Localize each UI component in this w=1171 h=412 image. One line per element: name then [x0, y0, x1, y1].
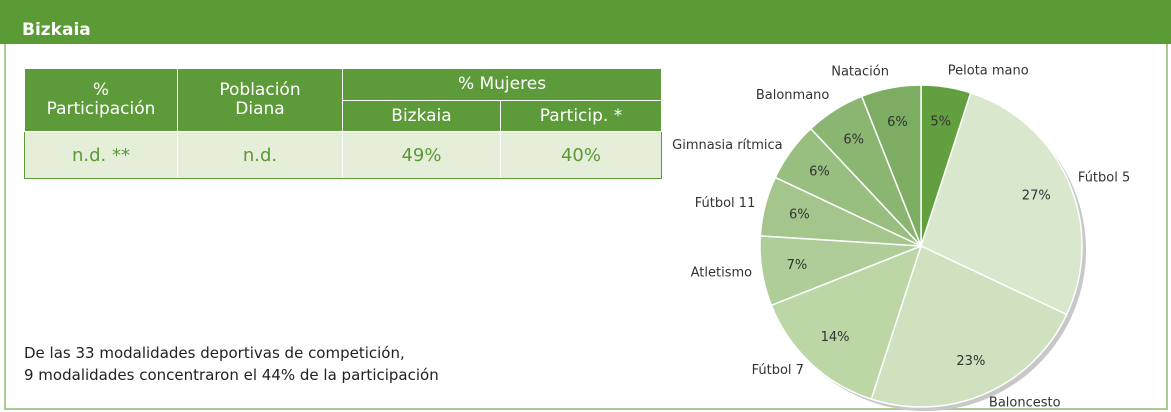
cell: 49% [342, 131, 501, 179]
slice-value-label: 23% [956, 354, 985, 369]
header-line: Diana [235, 99, 285, 119]
slice-value-label: 6% [887, 115, 908, 130]
slice-value-label: 7% [787, 258, 808, 273]
header-cell: Particip. * [500, 100, 662, 132]
header-line: % [92, 80, 110, 100]
header-line: Participación [46, 99, 156, 119]
slice-label: Fútbol 11 [695, 196, 756, 211]
cell: n.d. ** [24, 131, 178, 179]
slice-value-label: 6% [843, 132, 864, 147]
slice-label: Baloncesto [989, 395, 1061, 410]
slice-label: Fútbol 7 [752, 363, 804, 378]
slice-value-label: 6% [809, 165, 830, 180]
pie-slice [920, 91, 1083, 316]
cell: n.d. [177, 131, 343, 179]
slice-label: Fútbol 5 [1078, 171, 1130, 186]
pie-slice [770, 244, 923, 401]
panel [4, 44, 1168, 410]
table: % Participación Población Diana % Mujeres … [24, 68, 662, 179]
header-cell: Población Diana [177, 68, 343, 132]
header-title: Bizkaia [22, 20, 91, 40]
slice-value-label: 27% [1022, 189, 1051, 204]
slice-value-label: 14% [821, 330, 850, 345]
header-bar: Bizkaia [0, 0, 1171, 44]
note-line: 9 modalidades concentraron el 44% de la … [24, 366, 439, 384]
header-cell: % Participación [24, 68, 178, 132]
header-line: Población [219, 80, 301, 100]
slice-label: Gimnasia rítmica [672, 138, 782, 153]
cell: 40% [500, 131, 662, 179]
slice-label: Natación [831, 65, 889, 80]
slice-value-label: 5% [930, 114, 951, 129]
slice-value-label: 6% [789, 207, 810, 222]
header-cell: % Mujeres [342, 68, 662, 101]
slice-label: Balonmano [756, 88, 830, 103]
pie-slice [870, 244, 1068, 408]
slice-label: Pelota mano [948, 64, 1029, 79]
note-line: De las 33 modalidades deportivas de comp… [24, 344, 405, 362]
header-cell: Bizkaia [342, 100, 501, 132]
pie-slice [860, 84, 922, 247]
slice-label: Atletismo [691, 265, 753, 280]
